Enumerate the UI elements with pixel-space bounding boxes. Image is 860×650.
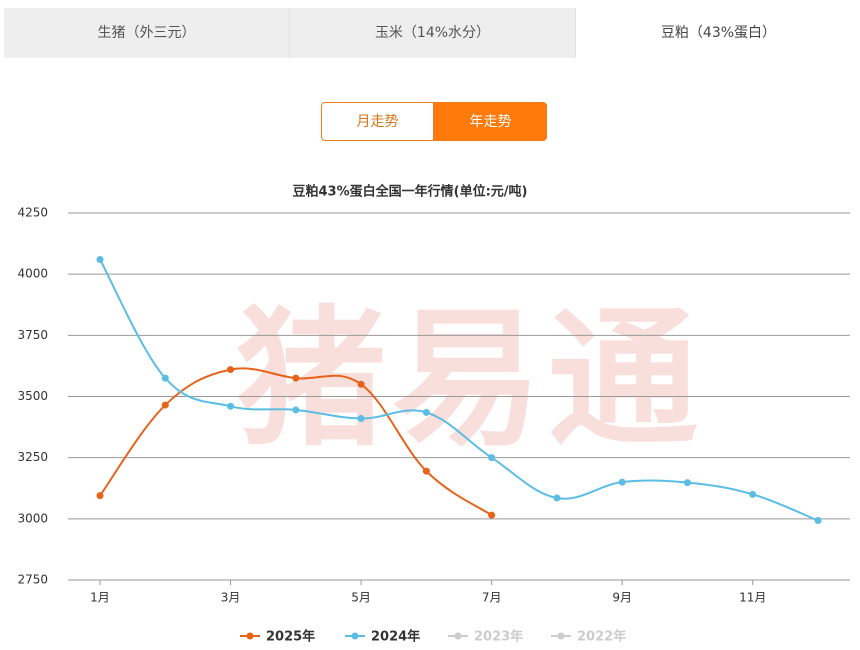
data-point xyxy=(161,374,169,382)
legend-label: 2023年 xyxy=(474,629,523,645)
y-tick-label: 4000 xyxy=(17,267,48,281)
data-point xyxy=(749,490,757,498)
data-point xyxy=(683,479,691,487)
x-tick-label: 9月 xyxy=(612,591,632,605)
data-point xyxy=(618,478,626,486)
x-tick-label: 3月 xyxy=(221,591,241,605)
y-tick-label: 3500 xyxy=(17,389,48,403)
y-tick-label: 3000 xyxy=(17,511,48,525)
x-tick-label: 7月 xyxy=(482,591,502,605)
data-point xyxy=(227,402,235,410)
legend-item[interactable]: 2024年 xyxy=(345,629,420,645)
legend-swatch xyxy=(557,632,565,640)
legend-item[interactable]: 2022年 xyxy=(551,629,626,645)
data-point xyxy=(357,415,365,423)
legend-swatch xyxy=(246,632,254,640)
data-point xyxy=(553,494,561,502)
tab[interactable]: 豆粕（43%蛋白） xyxy=(576,8,860,58)
y-tick-label: 3750 xyxy=(17,328,48,342)
data-point xyxy=(422,408,430,416)
legend-swatch xyxy=(351,632,359,640)
legend-swatch xyxy=(454,632,462,640)
data-point xyxy=(814,517,822,525)
y-tick-label: 2750 xyxy=(17,573,48,587)
legend-label: 2025年 xyxy=(266,629,315,645)
toggle-button[interactable]: 年走势 xyxy=(434,102,547,141)
data-point xyxy=(161,401,169,409)
legend-label: 2022年 xyxy=(577,629,626,645)
legend-item[interactable]: 2025年 xyxy=(240,629,315,645)
legend-label: 2024年 xyxy=(371,629,420,645)
chart-title: 豆粕43%蛋白全国一年行情(单位:元/吨) xyxy=(293,184,528,200)
data-point xyxy=(96,492,104,500)
tab[interactable]: 生猪（外三元） xyxy=(4,8,290,58)
data-point xyxy=(96,255,104,263)
data-point xyxy=(227,366,235,374)
data-point xyxy=(422,467,430,475)
data-point xyxy=(292,406,300,414)
data-point xyxy=(488,511,496,519)
data-point xyxy=(488,454,496,462)
y-tick-label: 3250 xyxy=(17,450,48,464)
x-tick-label: 11月 xyxy=(739,591,766,605)
legend-item[interactable]: 2023年 xyxy=(448,629,523,645)
data-point xyxy=(292,374,300,382)
x-tick-label: 1月 xyxy=(90,591,110,605)
tab[interactable]: 玉米（14%水分） xyxy=(290,8,576,58)
data-point xyxy=(357,380,365,388)
y-tick-label: 4250 xyxy=(17,206,48,220)
toggle-button[interactable]: 月走势 xyxy=(321,102,434,141)
x-tick-label: 5月 xyxy=(351,591,371,605)
